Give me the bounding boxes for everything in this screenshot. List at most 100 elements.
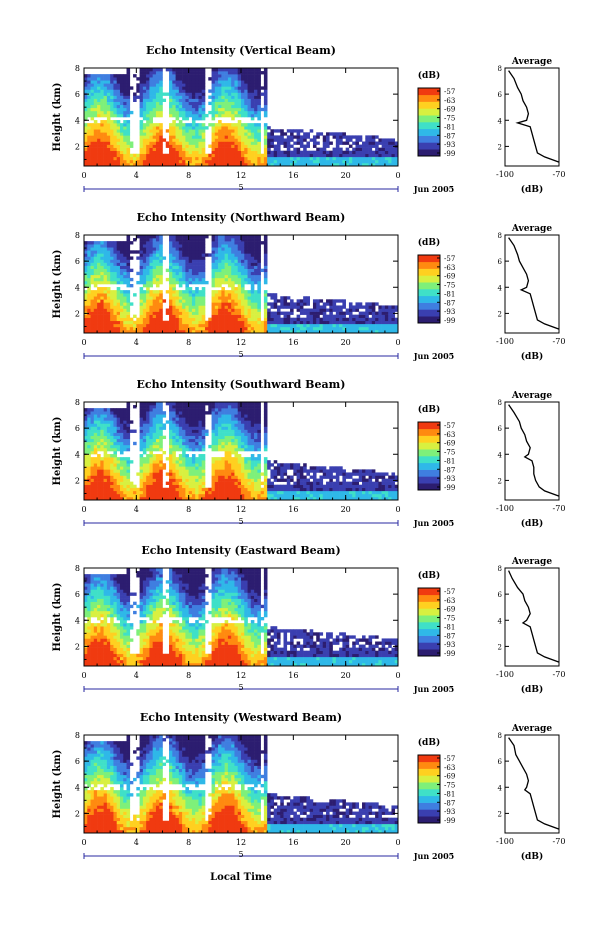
heatmap-cell [198,478,203,482]
heatmap-cell [211,238,216,242]
heatmap-cell [231,98,235,102]
heatmap-cell [103,268,108,273]
heatmap-cell [155,469,160,473]
heatmap-cell [126,159,131,164]
heatmap-cell [191,101,196,106]
heatmap-cell [345,156,350,161]
heatmap-cell [169,74,173,78]
heatmap-cell [188,287,193,291]
heatmap-cell [319,326,324,331]
heatmap-cell [316,150,320,155]
heatmap-cell [178,129,183,133]
heatmap-cell [93,420,98,424]
heatmap-cell [152,490,157,495]
heatmap-cell [84,296,88,300]
heatmap-cell [234,129,239,133]
heatmap-cell [188,83,193,87]
heatmap-cell [394,159,399,164]
heatmap-cell [257,287,261,291]
heatmap-cell [247,150,252,155]
heatmap-cell [139,162,144,167]
heatmap-cell [290,129,294,133]
heatmap-cell [152,262,157,266]
heatmap-cell [142,80,147,84]
heatmap-cell [309,329,314,334]
heatmap-cell [214,299,219,303]
heatmap-cell [146,256,150,260]
heatmap-cell [100,323,104,328]
heatmap-cell [244,305,248,309]
heatmap-cell [322,320,327,325]
heatmap-cell [133,490,137,495]
heatmap-cell [165,496,170,501]
heatmap-cell [198,317,203,322]
heatmap-cell [286,302,291,306]
heatmap-cell [241,83,245,87]
heatmap-cell [185,86,189,90]
heatmap-cell [378,314,382,318]
heatmap-cell [247,74,252,78]
heatmap-cell [116,101,121,106]
heatmap-cell [250,113,255,118]
heatmap-cell [175,484,180,489]
heatmap-cell [103,469,108,473]
colorbar-tick-label: -63 [444,97,455,105]
heatmap-cell [188,135,193,139]
heatmap-cell [312,162,317,167]
heatmap-cell [195,147,199,151]
heatmap-cell [191,487,196,492]
heatmap-cell [211,129,216,133]
heatmap-cell [384,162,389,167]
heatmap-cell [103,262,108,266]
heatmap-cell [247,296,252,300]
heatmap-cell [113,129,118,133]
heatmap-cell [309,153,314,158]
heatmap-cell [113,290,118,294]
heatmap-cell [211,95,216,99]
heatmap-cell [165,162,170,167]
heatmap-cell [188,326,193,331]
heatmap-cell [214,271,219,276]
heatmap-cell [178,435,183,440]
heatmap-cell [244,274,248,279]
heatmap-cell [159,247,163,251]
average-profile-line [508,70,560,163]
heatmap-cell [191,420,196,424]
heatmap-cell [221,296,225,300]
heatmap-cell [299,329,304,334]
heatmap-cell [175,317,180,322]
heatmap-cell [172,287,176,291]
heatmap-cell [155,444,160,449]
heatmap-cell [257,317,261,322]
heatmap-cell [87,107,91,112]
heatmap-cell [391,314,396,318]
heatmap-cell [191,104,196,109]
heatmap-cell [254,144,258,148]
heatmap-cell [175,244,180,248]
heatmap-cell [293,156,297,161]
heatmap-cell [254,323,258,328]
heatmap-cell [227,314,232,318]
heatmap-cell [119,241,124,245]
heatmap-cell [116,323,121,328]
heatmap-cell [133,293,137,297]
colorbar-tick-label: -69 [444,106,455,114]
heatmap-cell [273,314,278,318]
heatmap-cell [316,314,320,318]
heatmap-cell [149,132,153,136]
heatmap-cell [257,141,261,145]
heatmap-cell [182,463,186,467]
heatmap-cell [149,110,153,115]
heatmap-cell [142,110,147,115]
heatmap-cell [270,311,275,315]
heatmap-cell [139,287,144,291]
heatmap-cell [241,74,245,78]
heatmap-cell [188,490,193,495]
heatmap-cell [362,159,366,164]
heatmap-cell [257,83,261,87]
heatmap-cell [250,138,255,142]
heatmap-cell [227,302,232,306]
heatmap-cell [188,129,193,133]
heatmap-cell [113,305,118,309]
heatmap-cell [241,138,245,142]
